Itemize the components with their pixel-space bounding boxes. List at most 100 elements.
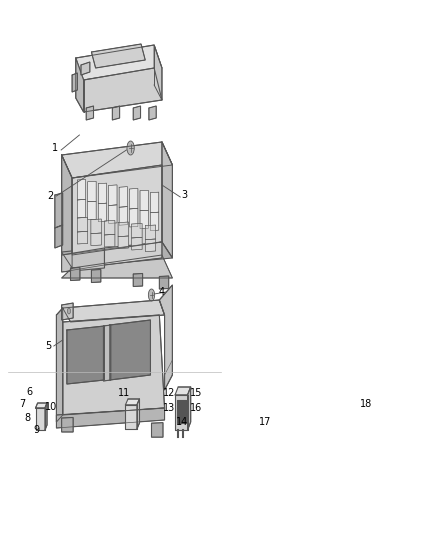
Polygon shape [105, 221, 115, 235]
Circle shape [67, 308, 71, 314]
Polygon shape [72, 73, 78, 92]
Text: 5: 5 [45, 341, 51, 351]
Polygon shape [151, 212, 159, 231]
Text: 10: 10 [45, 402, 57, 412]
Polygon shape [78, 180, 86, 200]
Polygon shape [92, 44, 145, 68]
Polygon shape [118, 222, 128, 237]
Polygon shape [137, 399, 139, 429]
Polygon shape [105, 242, 162, 265]
Text: 16: 16 [190, 403, 202, 413]
Polygon shape [151, 192, 159, 213]
Polygon shape [109, 185, 117, 205]
Polygon shape [130, 189, 138, 209]
Polygon shape [357, 392, 360, 435]
Text: 18: 18 [360, 399, 372, 409]
Polygon shape [57, 308, 63, 422]
Polygon shape [266, 388, 292, 398]
Polygon shape [109, 205, 117, 223]
Text: 7: 7 [19, 399, 25, 409]
Polygon shape [287, 388, 292, 436]
Polygon shape [57, 408, 165, 428]
Polygon shape [92, 270, 101, 282]
Text: 3: 3 [181, 190, 187, 200]
Polygon shape [175, 395, 187, 430]
Polygon shape [112, 106, 120, 120]
Polygon shape [110, 320, 151, 380]
Polygon shape [149, 106, 156, 120]
Polygon shape [62, 142, 173, 178]
Polygon shape [62, 248, 105, 272]
Polygon shape [45, 403, 47, 430]
Polygon shape [119, 187, 127, 207]
Circle shape [127, 141, 134, 155]
Polygon shape [266, 398, 287, 436]
Polygon shape [130, 208, 138, 227]
Text: 8: 8 [24, 413, 30, 423]
Polygon shape [339, 392, 360, 400]
Polygon shape [132, 223, 142, 238]
Text: 12: 12 [162, 388, 175, 398]
Circle shape [148, 289, 155, 301]
Polygon shape [84, 68, 162, 112]
Polygon shape [78, 217, 88, 232]
Text: 1: 1 [52, 143, 58, 153]
Polygon shape [187, 387, 191, 430]
Polygon shape [78, 231, 88, 244]
Polygon shape [125, 399, 139, 405]
Polygon shape [55, 193, 63, 228]
Polygon shape [62, 303, 73, 320]
Polygon shape [132, 238, 142, 250]
Polygon shape [159, 285, 173, 390]
Polygon shape [152, 423, 163, 437]
Polygon shape [35, 408, 45, 430]
Polygon shape [98, 183, 106, 204]
Polygon shape [162, 142, 173, 258]
Polygon shape [133, 106, 141, 120]
Polygon shape [154, 45, 162, 100]
Text: 4: 4 [159, 287, 165, 297]
Polygon shape [105, 235, 115, 247]
Polygon shape [175, 387, 191, 395]
Text: 2: 2 [48, 191, 54, 201]
Polygon shape [119, 207, 127, 225]
Polygon shape [125, 405, 137, 429]
Polygon shape [62, 155, 72, 268]
Polygon shape [103, 325, 111, 381]
Polygon shape [159, 276, 169, 289]
Polygon shape [177, 400, 186, 423]
Polygon shape [339, 400, 357, 435]
Polygon shape [86, 106, 94, 120]
Polygon shape [140, 190, 148, 211]
Text: 15: 15 [190, 388, 203, 398]
Polygon shape [76, 45, 162, 80]
Text: 11: 11 [118, 388, 130, 398]
Polygon shape [62, 242, 173, 268]
Polygon shape [88, 181, 96, 202]
Polygon shape [91, 219, 101, 233]
Text: 9: 9 [34, 425, 39, 435]
Text: 14: 14 [176, 417, 188, 427]
Text: 6: 6 [27, 387, 33, 397]
Polygon shape [145, 239, 155, 252]
Polygon shape [118, 236, 128, 248]
Polygon shape [98, 203, 106, 222]
Polygon shape [91, 233, 101, 246]
Polygon shape [62, 417, 73, 432]
Polygon shape [71, 268, 80, 280]
Polygon shape [55, 225, 63, 248]
Polygon shape [76, 58, 84, 112]
Polygon shape [140, 211, 148, 229]
Polygon shape [72, 165, 162, 255]
Polygon shape [133, 273, 143, 287]
Polygon shape [88, 201, 96, 220]
Polygon shape [63, 300, 165, 322]
Text: 17: 17 [259, 417, 271, 427]
Polygon shape [78, 199, 86, 218]
Polygon shape [81, 62, 90, 75]
Polygon shape [145, 225, 155, 239]
Polygon shape [62, 255, 173, 278]
Text: 13: 13 [162, 403, 175, 413]
Polygon shape [35, 403, 47, 408]
Polygon shape [67, 326, 105, 384]
